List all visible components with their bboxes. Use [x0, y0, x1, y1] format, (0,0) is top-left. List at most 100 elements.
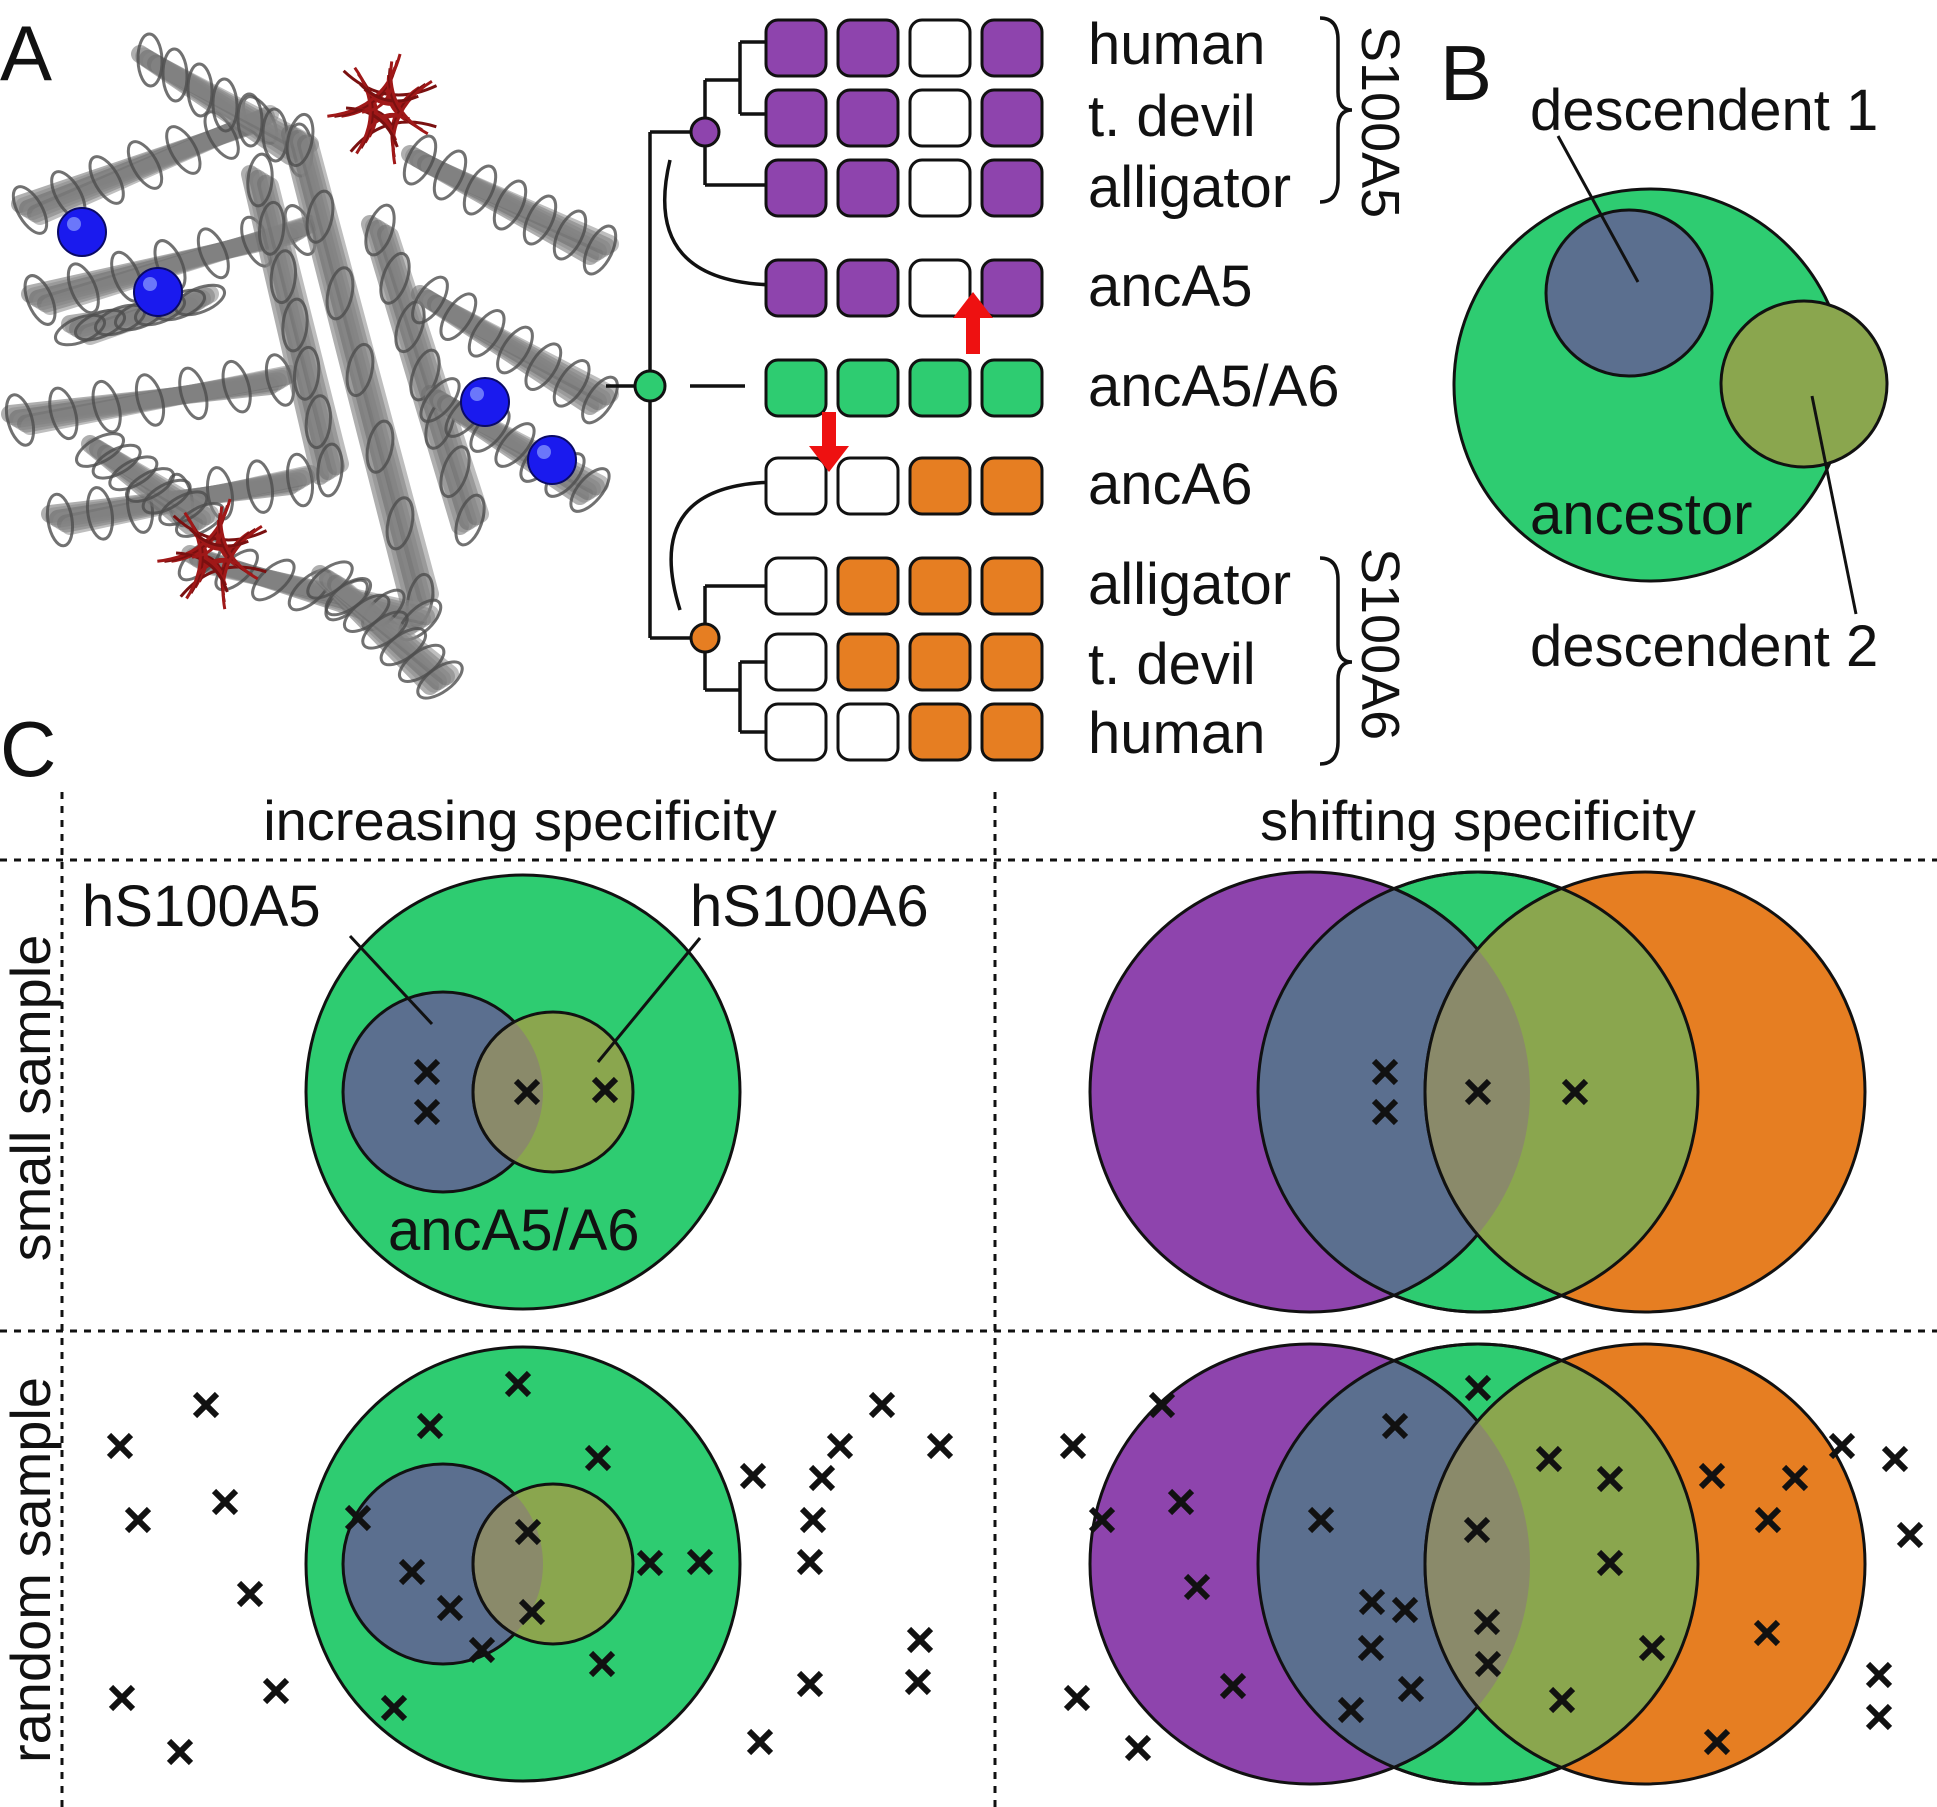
species-label: t. devil [1088, 632, 1256, 697]
species-label: ancA5 [1088, 254, 1252, 319]
sequence-box [908, 456, 972, 516]
sequence-box [980, 88, 1044, 148]
sequence-box [980, 258, 1044, 318]
panel-label-a: A [0, 9, 52, 97]
node-ancestor [633, 369, 667, 403]
sequence-box [836, 158, 900, 218]
sample-mark [584, 1444, 612, 1472]
triple-overlap [1423, 872, 1530, 1312]
sample-mark [192, 1391, 220, 1419]
sample-mark [636, 1549, 664, 1577]
species-label: ancA5/A6 [1088, 354, 1340, 419]
sample-mark [416, 1412, 444, 1440]
sample-mark [1474, 1650, 1502, 1678]
sequence-box [908, 158, 972, 218]
sample-mark [380, 1694, 408, 1722]
sample-mark [1397, 1675, 1425, 1703]
sequence-box [980, 456, 1044, 516]
node-s100a5 [689, 116, 721, 148]
panel-label-b: B [1440, 29, 1492, 117]
sample-mark [1358, 1588, 1386, 1616]
sequence-box [764, 358, 828, 418]
sample-mark [1088, 1506, 1116, 1534]
overlap-region [471, 1010, 543, 1174]
brace-s100a6 [1319, 556, 1353, 766]
sequence-boxes [764, 18, 1044, 762]
sequence-box [980, 358, 1044, 418]
sample-mark [1124, 1734, 1152, 1762]
hs100a6-label: hS100A6 [690, 874, 929, 939]
sample-mark [468, 1636, 496, 1664]
sample-mark [1703, 1728, 1731, 1756]
sample-mark [1828, 1432, 1856, 1460]
sample-mark [413, 1058, 441, 1086]
sequence-box [836, 702, 900, 762]
descendent-2-circle [1719, 299, 1889, 469]
species-label: human [1088, 701, 1265, 766]
sequence-box [908, 88, 972, 148]
sample-mark [1754, 1506, 1782, 1534]
sample-mark [236, 1580, 264, 1608]
sample-mark [1464, 1078, 1492, 1106]
triple-overlap [1423, 1344, 1530, 1784]
sample-mark [1391, 1596, 1419, 1624]
sample-mark [1464, 1374, 1492, 1402]
sample-mark [826, 1432, 854, 1460]
sequence-box [836, 18, 900, 78]
sequence-box [764, 556, 828, 616]
sequence-box [908, 258, 972, 318]
column-header-increasing: increasing specificity [263, 789, 777, 852]
sequence-box [908, 18, 972, 78]
sequence-box [764, 18, 828, 78]
sequence-box [836, 358, 900, 418]
sample-mark [799, 1506, 827, 1534]
sample-mark [1337, 1696, 1365, 1724]
sample-mark [413, 1098, 441, 1126]
sequence-box [980, 556, 1044, 616]
sample-mark [124, 1506, 152, 1534]
sequence-box [836, 456, 900, 516]
row-header-random-sample: random sample [0, 1377, 62, 1763]
sample-mark [1561, 1078, 1589, 1106]
sample-mark [1781, 1464, 1809, 1492]
sequence-box [980, 158, 1044, 218]
sample-mark [1357, 1634, 1385, 1662]
sample-mark [1371, 1098, 1399, 1126]
sequence-box [836, 556, 900, 616]
panel-label-c: C [0, 705, 56, 793]
sample-mark [166, 1738, 194, 1766]
sample-mark [1698, 1462, 1726, 1490]
sample-mark [1167, 1488, 1195, 1516]
sample-mark [1063, 1684, 1091, 1712]
sample-mark [868, 1391, 896, 1419]
sample-mark [739, 1462, 767, 1490]
sample-mark [1183, 1573, 1211, 1601]
phylogenetic-tree [606, 40, 781, 734]
sample-mark [1548, 1686, 1576, 1714]
descendent-1-circle [1544, 208, 1714, 378]
species-label: ancA6 [1088, 452, 1252, 517]
sequence-box [980, 702, 1044, 762]
group-label-s100a6: S100A6 [1350, 548, 1410, 740]
sample-mark [1638, 1634, 1666, 1662]
anc-a5-a6-label: ancA5/A6 [388, 1198, 640, 1263]
protein-structure-image [1, 32, 619, 700]
group-label-s100a5: S100A5 [1350, 26, 1410, 218]
sample-mark [262, 1677, 290, 1705]
panel-b-diagram [1452, 135, 1889, 615]
species-label: t. devil [1088, 84, 1256, 149]
sample-marks [106, 1058, 1924, 1766]
sample-mark [588, 1650, 616, 1678]
sample-mark [1463, 1516, 1491, 1544]
sequence-box [980, 632, 1044, 692]
row-header-small-sample: small sample [0, 935, 62, 1262]
sample-mark [1865, 1703, 1893, 1731]
sample-mark [398, 1558, 426, 1586]
sequence-box [908, 632, 972, 692]
sample-mark [906, 1626, 934, 1654]
sample-mark [686, 1548, 714, 1576]
sequence-box [836, 88, 900, 148]
brace-s100a5 [1319, 16, 1353, 204]
sequence-box [980, 18, 1044, 78]
sample-mark [504, 1370, 532, 1398]
